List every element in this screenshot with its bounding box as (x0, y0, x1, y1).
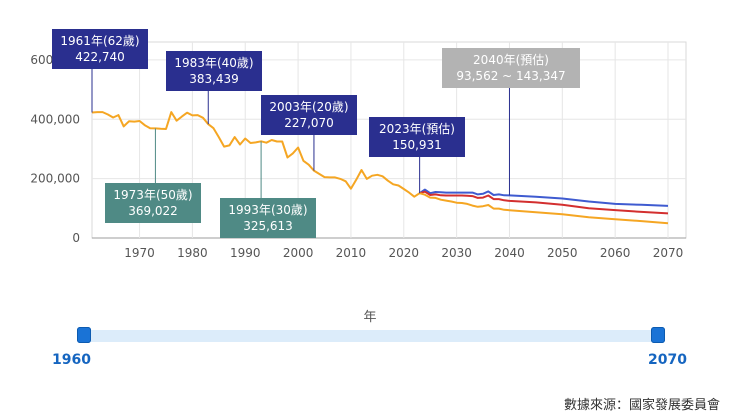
x-tick-label: 2030 (441, 246, 472, 260)
range-slider-end-handle[interactable] (651, 327, 665, 343)
annotation-value: 227,070 (284, 116, 334, 130)
y-tick-label: 200,000 (30, 172, 80, 186)
x-tick-label: 2040 (494, 246, 525, 260)
range-slider-start-handle[interactable] (77, 327, 91, 343)
range-slider-track[interactable] (84, 330, 658, 342)
x-tick-label: 2000 (283, 246, 314, 260)
annotation-value: 325,613 (243, 219, 293, 233)
series-line-2 (419, 188, 669, 207)
annotation-box (261, 95, 357, 135)
range-end-label: 2070 (648, 352, 687, 368)
annotation-box (220, 198, 316, 238)
x-tick-label: 1990 (230, 246, 261, 260)
annotation-label: 1973年(50歲) (113, 188, 192, 202)
x-tick-label: 2060 (600, 246, 631, 260)
data-source-note: 數據來源：國家發展委員會 (563, 398, 720, 413)
x-tick-label: 2020 (389, 246, 420, 260)
annotation-box (442, 48, 580, 88)
x-tick-label: 2010 (336, 246, 367, 260)
annotation-box (166, 51, 262, 91)
y-tick-label: 0 (72, 231, 80, 245)
annotation-label: 2040年(預估) (473, 53, 549, 67)
annotation-value: 150,931 (392, 138, 442, 152)
x-tick-label: 2070 (653, 246, 684, 260)
annotation-box (52, 29, 148, 69)
x-tick-label: 1970 (124, 246, 155, 260)
annotation-label: 2003年(20歲) (269, 100, 348, 114)
x-tick-label: 1980 (177, 246, 208, 260)
series-line-4 (419, 192, 669, 225)
series-line-3 (419, 190, 669, 215)
annotation-box (369, 117, 465, 157)
series-line-1 (91, 111, 421, 198)
annotation-box (105, 183, 201, 223)
annotation-value: 383,439 (189, 72, 239, 86)
range-start-label: 1960 (52, 352, 91, 368)
annotation-label: 2023年(預估) (379, 122, 455, 136)
annotation-value: 422,740 (75, 50, 125, 64)
x-tick-label: 2050 (547, 246, 578, 260)
population-chart: 0200,000400,000600,000197019801990200020… (30, 29, 687, 260)
annotation-label: 1993年(30歲) (228, 203, 307, 217)
y-tick-label: 400,000 (30, 112, 80, 126)
annotation-value: 369,022 (128, 204, 178, 218)
annotation-label: 1983年(40歲) (174, 56, 253, 70)
annotation-label: 1961年(62歲) (60, 34, 139, 48)
annotation-value: 93,562 ~ 143,347 (456, 69, 565, 83)
x-axis-title: 年 (363, 310, 377, 325)
